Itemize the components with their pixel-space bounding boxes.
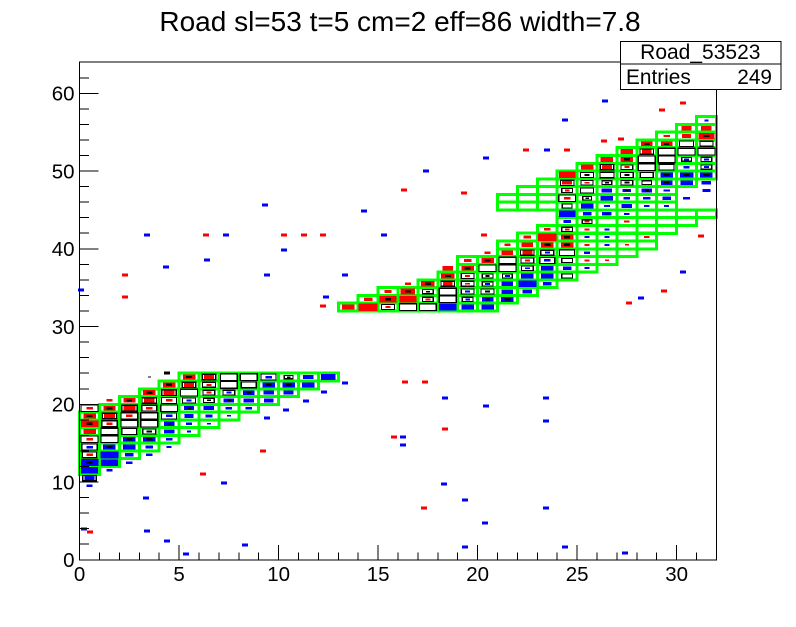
svg-text:0: 0	[63, 549, 74, 572]
svg-text:5: 5	[173, 563, 184, 586]
svg-text:25: 25	[566, 563, 589, 586]
svg-text:Road_53523: Road_53523	[640, 41, 760, 64]
svg-text:0: 0	[74, 563, 85, 586]
svg-text:40: 40	[52, 238, 75, 261]
svg-text:20: 20	[52, 394, 75, 417]
svg-text:30: 30	[665, 563, 688, 586]
svg-text:10: 10	[267, 563, 290, 586]
svg-text:249: 249	[737, 66, 772, 89]
svg-text:20: 20	[466, 563, 489, 586]
svg-text:Road sl=53 t=5 cm=2 eff=86 wid: Road sl=53 t=5 cm=2 eff=86 width=7.8	[159, 6, 640, 37]
svg-text:10: 10	[52, 471, 75, 494]
svg-text:60: 60	[52, 83, 75, 106]
svg-text:50: 50	[52, 160, 75, 183]
svg-text:30: 30	[52, 316, 75, 339]
svg-text:Entries: Entries	[626, 66, 691, 89]
svg-text:15: 15	[367, 563, 390, 586]
